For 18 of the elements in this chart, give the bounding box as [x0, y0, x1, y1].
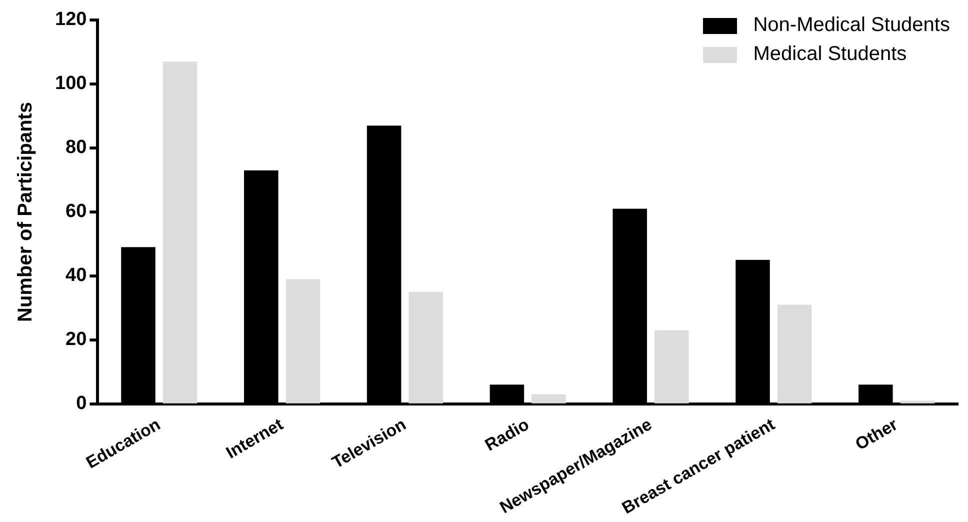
x-tick-label: Other: [852, 414, 902, 454]
bar: [162, 62, 198, 404]
y-tick-label: 100: [55, 73, 87, 94]
y-tick-label: 40: [66, 265, 87, 286]
y-tick-label: 80: [66, 137, 87, 158]
y-tick-label: 120: [55, 9, 87, 30]
bar: [286, 279, 320, 404]
bar: [408, 292, 443, 404]
y-axis-title: Number of Participants: [14, 102, 37, 322]
bar: [654, 330, 689, 404]
bar: [532, 394, 566, 404]
bar: [777, 304, 812, 404]
y-tick-label: 0: [76, 393, 87, 414]
legend-label: Medical Students: [753, 43, 907, 66]
y-tick-label: 60: [66, 201, 87, 222]
y-tick-label: 20: [66, 329, 87, 350]
legend-label: Non-Medical Students: [753, 14, 950, 37]
bar: [900, 400, 935, 404]
